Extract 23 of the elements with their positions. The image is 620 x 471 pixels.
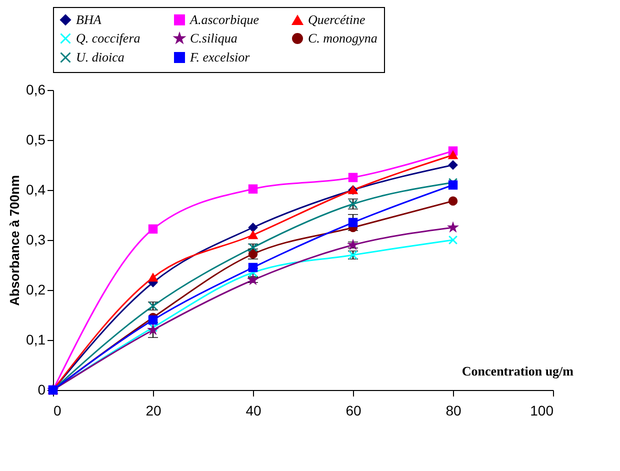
x-tick-label: 100	[530, 402, 554, 418]
legend-label: Quercétine	[308, 12, 366, 28]
y-tick-label: 0	[38, 382, 46, 398]
y-tick-label: 0,2	[26, 282, 46, 298]
x-tick-label: 0	[54, 402, 62, 418]
legend-label: U. dioica	[76, 50, 125, 64]
y-tick-label: 0,5	[26, 132, 46, 148]
x-axis-title: Concentration ug/m	[462, 364, 574, 378]
legend-label: C.siliqua	[190, 30, 238, 46]
x-tick-label: 60	[346, 402, 362, 418]
x-tick-label: 80	[446, 402, 462, 418]
y-axis-title: Absorbance à 700nm	[7, 175, 22, 306]
y-tick-label: 0,6	[26, 82, 46, 98]
y-tick-label: 0,1	[26, 332, 46, 348]
legend-label: C. monogyna	[308, 30, 378, 46]
x-tick-label: 40	[246, 402, 262, 418]
legend-label: A.ascorbique	[189, 12, 260, 27]
y-tick-label: 0,4	[26, 182, 46, 198]
legend-label: Q. coccifera	[76, 30, 141, 46]
legend-label: BHA	[76, 12, 102, 27]
legend-label: F. excelsior	[189, 50, 251, 64]
x-tick-label: 20	[146, 402, 162, 418]
y-tick-label: 0,3	[26, 232, 46, 248]
